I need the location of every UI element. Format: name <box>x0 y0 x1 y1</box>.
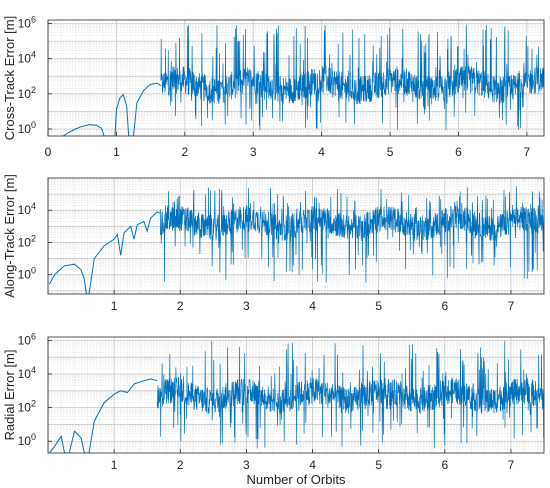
y-tick-label: 104 <box>18 201 36 217</box>
axes-frame <box>47 177 545 295</box>
y-axis-label: Cross-Track Error [m] <box>2 16 17 140</box>
y-tick-label: 102 <box>18 85 36 101</box>
x-tick-label: 2 <box>177 458 184 472</box>
x-tick-label: 4 <box>309 299 316 313</box>
series-smooth <box>48 211 161 294</box>
x-tick-label: 0 <box>45 145 52 159</box>
series-noisy <box>156 340 544 449</box>
y-tick-label: 100 <box>18 432 36 448</box>
x-tick-label: 1 <box>111 299 118 313</box>
series-line <box>62 24 544 136</box>
series-smooth <box>48 378 158 453</box>
x-tick-label: 2 <box>177 299 184 313</box>
y-tick-label: 102 <box>18 233 36 249</box>
x-tick-label: 3 <box>243 458 250 472</box>
x-axis-label: Number of Orbits <box>247 472 346 487</box>
x-tick-label: 5 <box>375 458 382 472</box>
y-tick-label: 104 <box>18 365 36 381</box>
axes-frame <box>47 19 545 137</box>
y-tick-label: 106 <box>18 15 36 31</box>
x-tick-label: 5 <box>375 299 382 313</box>
series-noisy <box>160 186 544 283</box>
axes-frame <box>47 336 545 454</box>
y-tick-label: 100 <box>18 120 36 136</box>
y-axis-label: Radial Error [m] <box>2 349 17 440</box>
x-tick-label: 6 <box>455 145 462 159</box>
x-tick-label: 6 <box>441 299 448 313</box>
x-tick-label: 1 <box>113 145 120 159</box>
y-tick-label: 100 <box>18 266 36 282</box>
series-line <box>48 186 544 294</box>
x-tick-label: 3 <box>243 299 250 313</box>
x-tick-label: 7 <box>508 299 515 313</box>
y-tick-label: 102 <box>18 399 36 415</box>
y-axis-label: Along-Track Error [m] <box>2 174 17 298</box>
x-tick-label: 2 <box>181 145 188 159</box>
series-noisy <box>160 24 544 131</box>
x-tick-label: 5 <box>387 145 394 159</box>
x-tick-label: 4 <box>318 145 325 159</box>
x-tick-label: 7 <box>524 145 531 159</box>
x-tick-label: 1 <box>111 458 118 472</box>
y-tick-label: 104 <box>18 50 36 66</box>
x-tick-label: 7 <box>508 458 515 472</box>
x-tick-label: 6 <box>441 458 448 472</box>
y-tick-label: 106 <box>18 331 36 347</box>
x-tick-label: 3 <box>250 145 257 159</box>
x-tick-label: 4 <box>309 458 316 472</box>
series-smooth <box>62 82 162 136</box>
series-line <box>48 340 544 453</box>
